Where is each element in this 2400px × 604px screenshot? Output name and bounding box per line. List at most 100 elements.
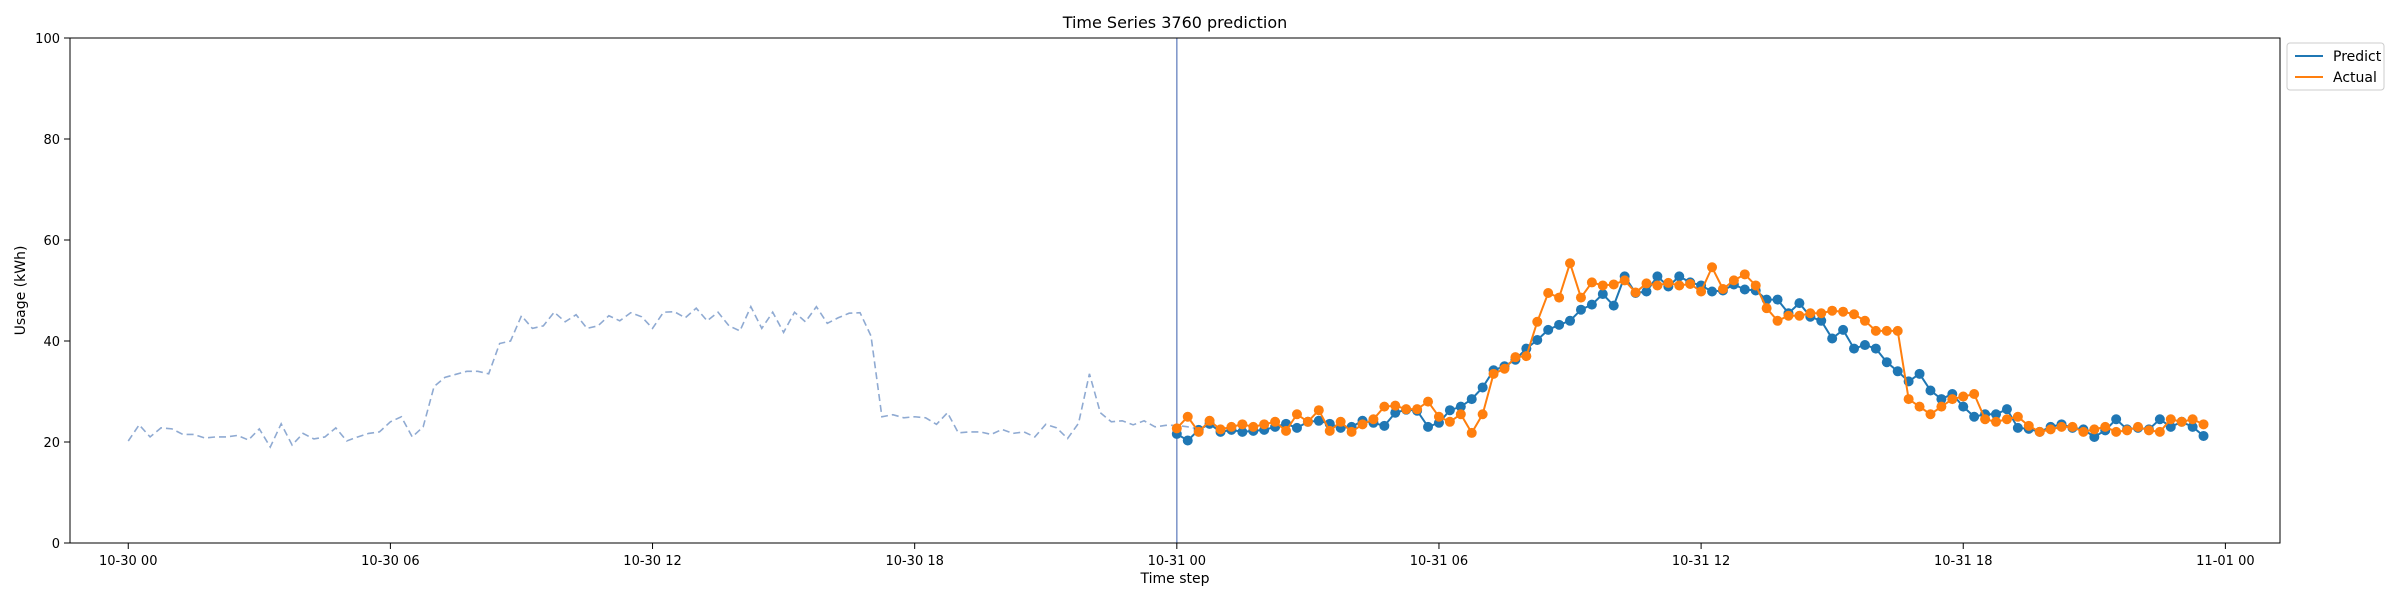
actual-point bbox=[1936, 401, 1947, 412]
predict-point bbox=[1423, 421, 1434, 432]
y-tick-label: 40 bbox=[43, 335, 60, 350]
actual-point bbox=[1182, 411, 1193, 422]
actual-point bbox=[1575, 292, 1586, 303]
predict-point bbox=[1291, 422, 1302, 433]
actual-point bbox=[1892, 325, 1903, 336]
predict-point bbox=[1652, 271, 1663, 282]
predict-point bbox=[1892, 366, 1903, 377]
predict-point bbox=[1477, 382, 1488, 393]
actual-point bbox=[2122, 425, 2133, 436]
actual-point bbox=[2012, 411, 2023, 422]
actual-point bbox=[2100, 421, 2111, 432]
actual-point bbox=[2143, 425, 2154, 436]
predict-point bbox=[1849, 343, 1860, 354]
actual-point bbox=[1466, 427, 1477, 438]
predict-point bbox=[2165, 421, 2176, 432]
predict-point bbox=[1532, 334, 1543, 345]
actual-point bbox=[1477, 409, 1488, 420]
actual-point bbox=[2056, 421, 2067, 432]
actual-point bbox=[1630, 287, 1641, 298]
actual-point bbox=[1379, 401, 1390, 412]
x-tick-label: 11-01 00 bbox=[2196, 554, 2254, 569]
predict-point bbox=[2089, 431, 2100, 442]
plot-frame bbox=[69, 37, 2281, 544]
actual-point bbox=[1641, 278, 1652, 289]
actual-point bbox=[1739, 269, 1750, 280]
actual-point bbox=[1597, 280, 1608, 291]
actual-point bbox=[1805, 308, 1816, 319]
predict-point bbox=[1739, 284, 1750, 295]
predict-point bbox=[1565, 315, 1576, 326]
predict-point bbox=[1772, 294, 1783, 305]
actual-point bbox=[1707, 262, 1718, 273]
actual-point bbox=[1554, 292, 1565, 303]
predict-point bbox=[1237, 426, 1248, 437]
actual-point bbox=[1226, 421, 1237, 432]
predict-point bbox=[1707, 286, 1718, 297]
x-axis-label: Time step bbox=[1140, 571, 1210, 587]
actual-point bbox=[1510, 352, 1521, 363]
history-line bbox=[127, 304, 1199, 449]
actual-point bbox=[1794, 310, 1805, 321]
predict-point bbox=[1925, 385, 1936, 396]
actual-point bbox=[1499, 363, 1510, 374]
actual-point bbox=[2154, 426, 2165, 437]
predict-point bbox=[1444, 405, 1455, 416]
actual-point bbox=[2133, 421, 2144, 432]
actual-point bbox=[1674, 280, 1685, 291]
actual-point bbox=[1171, 423, 1182, 434]
predict-point bbox=[1586, 299, 1597, 310]
predict-point bbox=[2154, 414, 2165, 425]
predict-point bbox=[2012, 422, 2023, 433]
actual-point bbox=[1783, 310, 1794, 321]
actual-point bbox=[1302, 416, 1313, 427]
actual-point bbox=[1586, 277, 1597, 288]
actual-point bbox=[1390, 400, 1401, 411]
actual-point bbox=[2001, 414, 2012, 425]
predict-point bbox=[1794, 298, 1805, 309]
predict-point bbox=[1859, 340, 1870, 351]
actual-point bbox=[2045, 424, 2056, 435]
actual-point bbox=[1859, 315, 1870, 326]
actual-point bbox=[1335, 416, 1346, 427]
actual-point bbox=[1248, 421, 1259, 432]
predict-point bbox=[1379, 420, 1390, 431]
x-tick-label: 10-30 00 bbox=[99, 554, 157, 569]
predict-point bbox=[1958, 401, 1969, 412]
predict-point bbox=[1455, 401, 1466, 412]
actual-point bbox=[2165, 414, 2176, 425]
predict-point bbox=[2111, 414, 2122, 425]
y-tick-label: 0 bbox=[52, 537, 60, 552]
actual-point bbox=[1412, 404, 1423, 415]
actual-point bbox=[1488, 368, 1499, 379]
actual-point bbox=[2034, 426, 2045, 437]
actual-point bbox=[1521, 351, 1532, 362]
actual-point bbox=[1215, 424, 1226, 435]
x-tick-label: 10-30 18 bbox=[885, 554, 943, 569]
actual-point bbox=[1947, 394, 1958, 405]
actual-point bbox=[1696, 286, 1707, 297]
legend-label-actual: Actual bbox=[2333, 70, 2377, 86]
actual-point bbox=[2187, 414, 2198, 425]
y-tick-label: 80 bbox=[43, 133, 60, 148]
actual-point bbox=[1991, 416, 2002, 427]
actual-point bbox=[1532, 316, 1543, 327]
predict-point bbox=[1881, 357, 1892, 368]
predict-point bbox=[2198, 430, 2209, 441]
actual-point bbox=[1914, 401, 1925, 412]
actual-point bbox=[1903, 394, 1914, 405]
actual-point bbox=[1237, 419, 1248, 430]
x-tick-label: 10-31 00 bbox=[1148, 554, 1206, 569]
y-axis: 0 20 40 60 80 100 bbox=[35, 32, 70, 552]
predict-point bbox=[1554, 319, 1565, 330]
actual-point bbox=[2198, 419, 2209, 430]
x-tick-label: 10-30 12 bbox=[623, 554, 681, 569]
actual-point bbox=[1717, 283, 1728, 294]
predict-point bbox=[1597, 289, 1608, 300]
actual-point bbox=[1433, 411, 1444, 422]
predict-point bbox=[1575, 304, 1586, 315]
actual-point bbox=[1849, 309, 1860, 320]
actual-point bbox=[1423, 396, 1434, 407]
predict-point bbox=[1870, 343, 1881, 354]
